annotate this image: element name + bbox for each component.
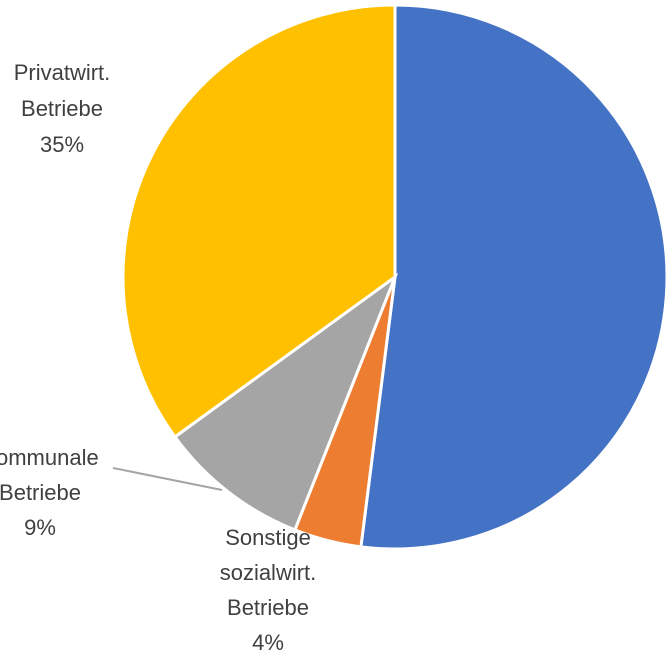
pie-slice bbox=[359, 3, 666, 551]
pie-slice bbox=[121, 3, 397, 439]
slice-label: Betriebe bbox=[227, 595, 309, 620]
slice-label: Sonstige bbox=[225, 525, 311, 550]
pie-slice bbox=[172, 272, 399, 532]
slice-value-label: 35% bbox=[40, 132, 84, 157]
slice-label: Kommunale bbox=[0, 445, 99, 470]
slice-label: Privatwirt. bbox=[14, 60, 111, 85]
slice-label: Betriebe bbox=[21, 96, 103, 121]
slice-label: Betriebe bbox=[0, 480, 81, 505]
slice-value-label: 9% bbox=[24, 515, 56, 540]
slice-label: sozialwirt. bbox=[220, 560, 317, 585]
slice-value-label: 4% bbox=[252, 630, 284, 655]
leader-line bbox=[112, 467, 223, 491]
